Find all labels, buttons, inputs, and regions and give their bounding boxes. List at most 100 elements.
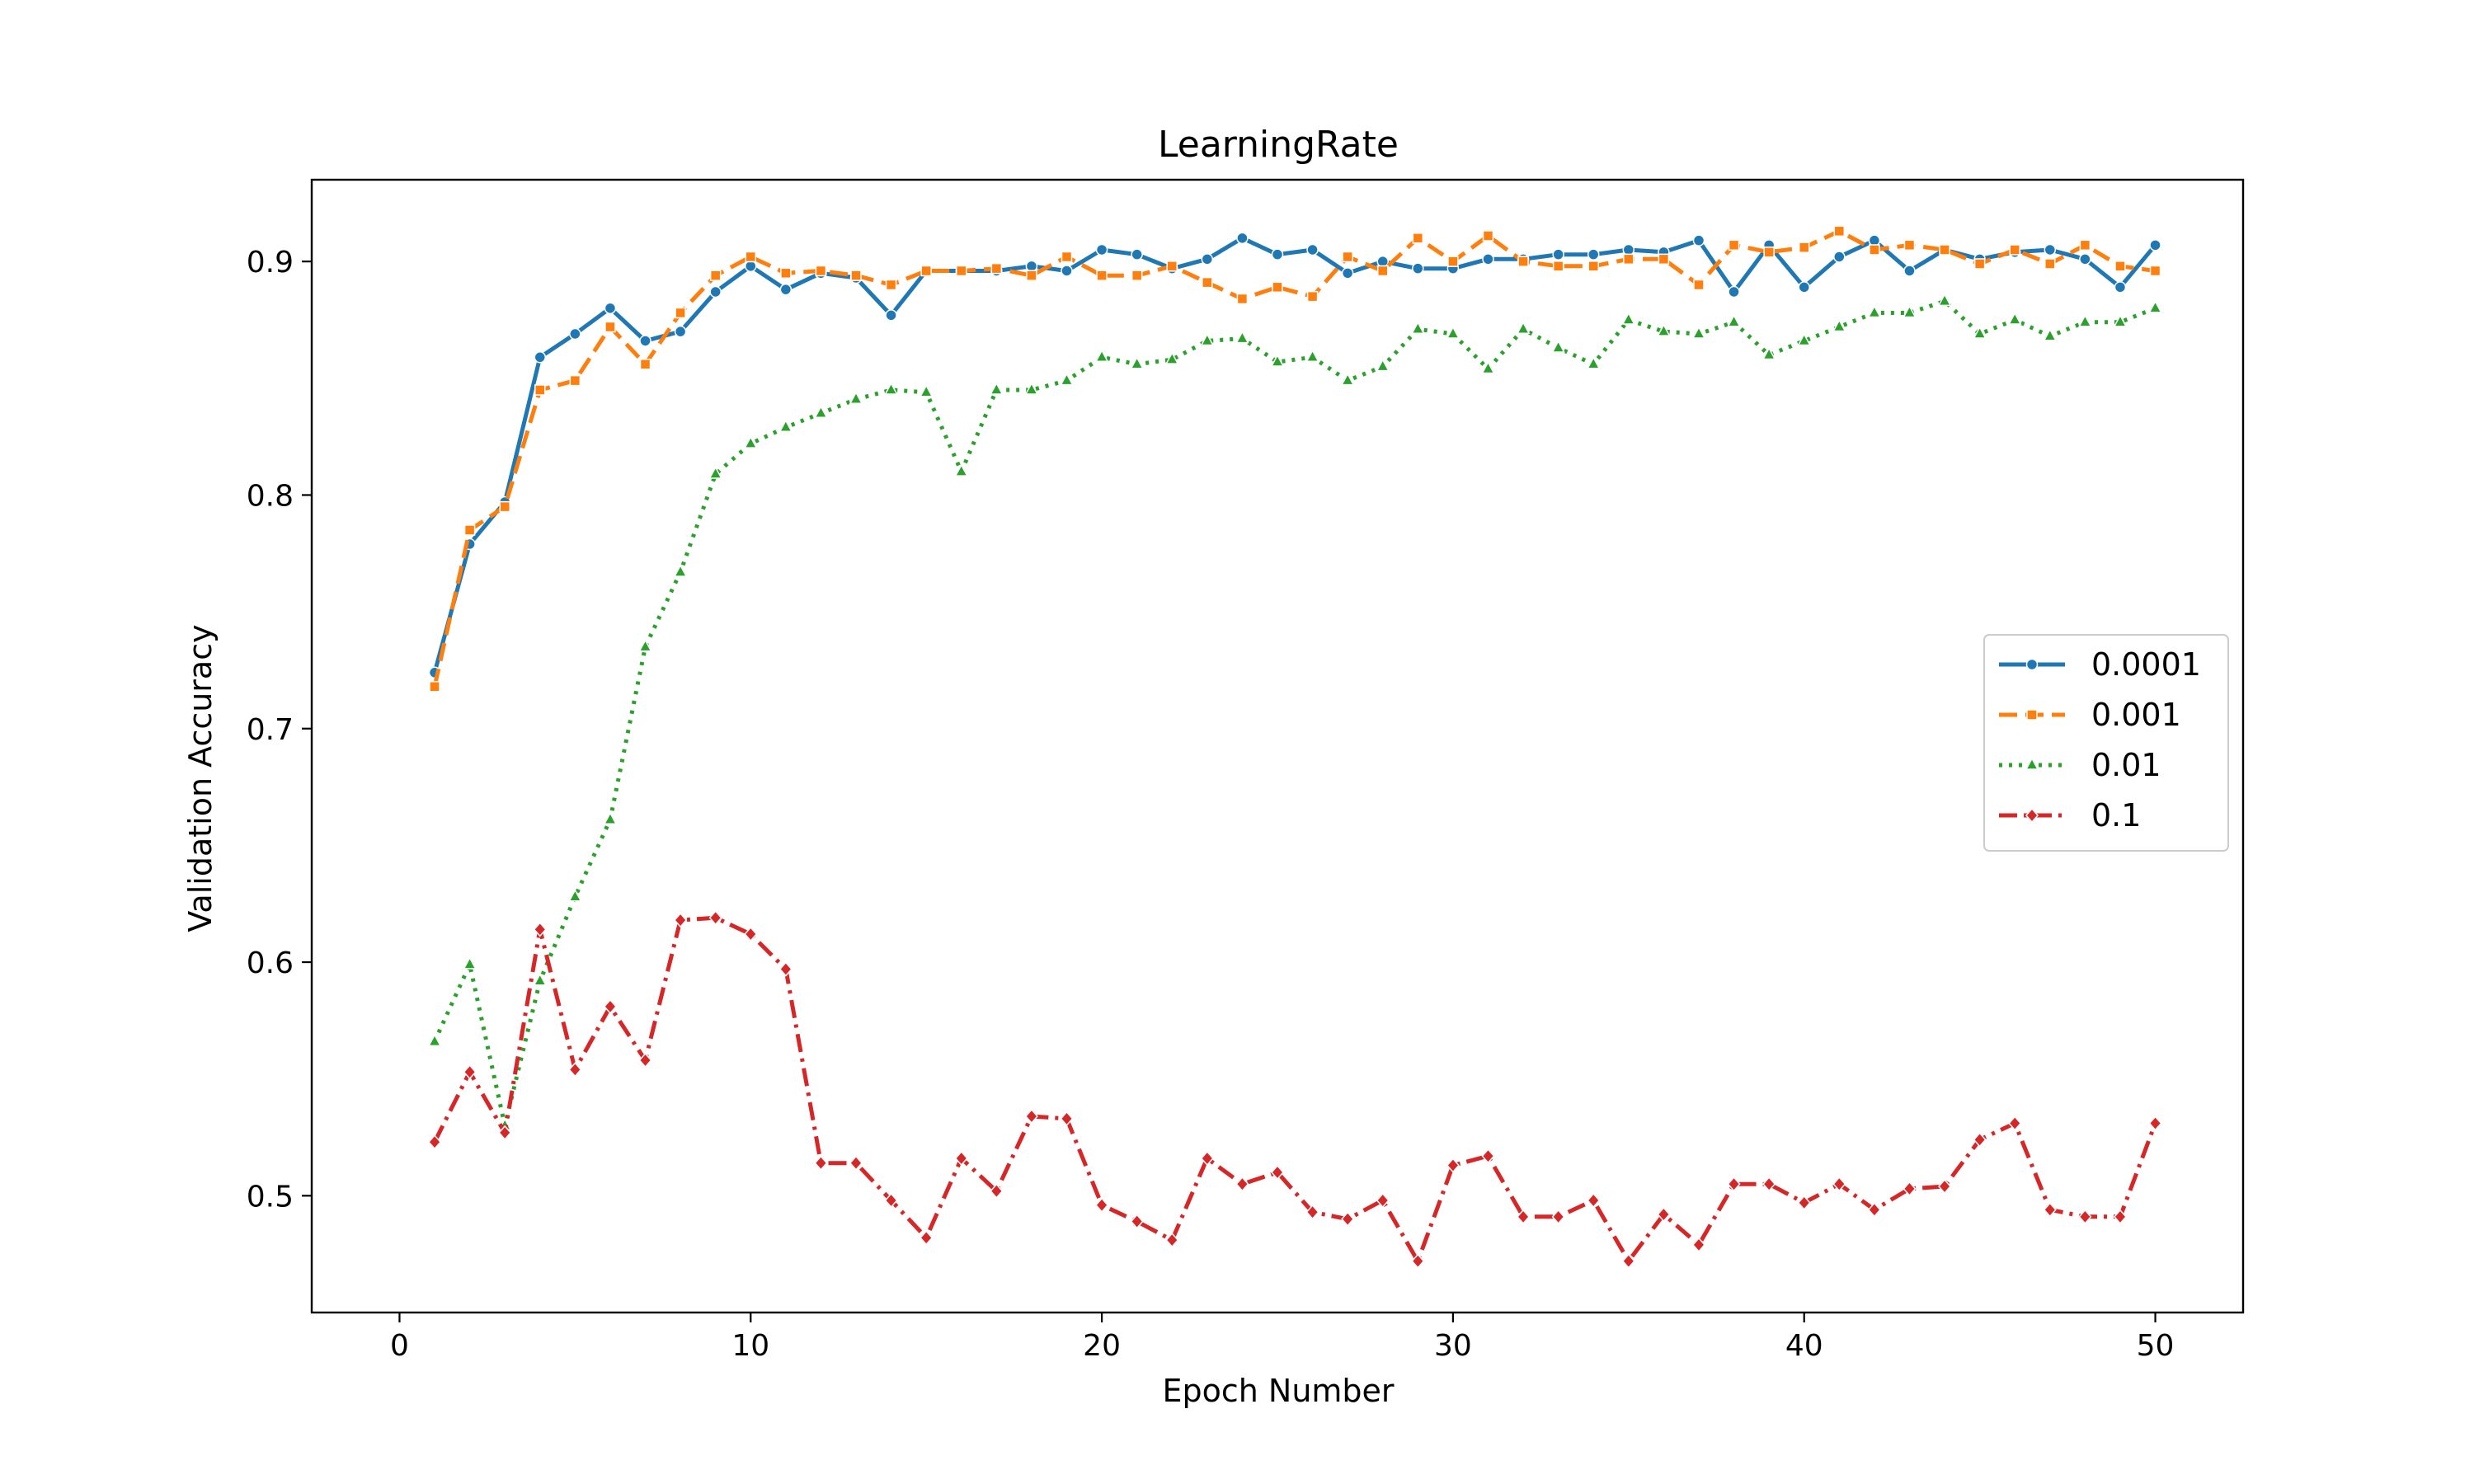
series-line-0.01 — [432, 298, 2157, 1128]
legend-entry-0.001: 0.001 — [1999, 697, 2181, 733]
legend-label-0.01: 0.01 — [2091, 747, 2161, 783]
data-point-0.001-27 — [1342, 251, 1353, 263]
data-point-0.01-8 — [673, 564, 688, 577]
legend-entry-0.01: 0.01 — [1999, 747, 2161, 783]
data-point-0.0001-14 — [885, 309, 897, 322]
data-point-0.1-49 — [2113, 1209, 2127, 1224]
data-point-0.001-10 — [745, 251, 757, 263]
data-point-0.1-14 — [884, 1192, 898, 1209]
data-point-0.01-43 — [1903, 304, 1917, 318]
x-tick-label-10: 10 — [731, 1329, 769, 1363]
data-point-0.01-45 — [1973, 326, 1987, 339]
data-point-0.0001-49 — [2114, 281, 2127, 294]
data-point-0.01-36 — [1657, 323, 1671, 336]
data-point-0.01-46 — [2007, 312, 2022, 325]
data-point-0.01-21 — [1130, 356, 1144, 369]
data-point-0.1-28 — [1376, 1192, 1390, 1209]
data-point-0.01-18 — [1024, 382, 1039, 395]
legend-entry-0.0001: 0.0001 — [1999, 646, 2201, 683]
data-point-0.1-7 — [638, 1052, 652, 1068]
data-point-0.1-46 — [2008, 1115, 2022, 1131]
data-point-0.0001-34 — [1587, 248, 1600, 261]
data-point-0.01-41 — [1832, 318, 1846, 332]
data-point-0.1-44 — [1938, 1178, 1952, 1195]
data-point-0.001-20 — [1096, 270, 1108, 281]
data-point-0.1-21 — [1130, 1214, 1144, 1229]
data-point-0.001-46 — [2009, 244, 2020, 256]
data-point-0.001-32 — [1517, 256, 1529, 267]
x-tick-label-0: 0 — [390, 1329, 409, 1363]
series-line-0.0001 — [432, 236, 2157, 674]
data-point-0.0001-4 — [534, 351, 547, 364]
data-point-0.01-34 — [1586, 356, 1601, 369]
data-point-0.0001-40 — [1798, 281, 1810, 294]
data-point-0.001-11 — [780, 267, 792, 279]
data-point-0.1-10 — [744, 926, 758, 942]
data-point-0.1-35 — [1621, 1253, 1635, 1269]
data-point-0.01-33 — [1551, 340, 1565, 353]
data-point-0.001-30 — [1447, 256, 1459, 267]
data-point-0.1-8 — [674, 912, 688, 928]
data-point-0.001-31 — [1482, 230, 1494, 242]
data-point-0.001-1 — [429, 681, 440, 693]
legend-marker-0.01 — [2025, 757, 2039, 770]
data-point-0.01-24 — [1235, 331, 1249, 344]
data-point-0.0001-21 — [1131, 248, 1143, 261]
data-point-0.1-11 — [778, 961, 793, 977]
data-point-0.001-3 — [499, 500, 510, 513]
data-point-0.001-2 — [463, 524, 476, 536]
data-point-0.0001-10 — [745, 260, 757, 273]
data-point-0.0001-6 — [604, 302, 617, 315]
data-point-0.001-45 — [1973, 258, 1986, 270]
data-point-0.1-4 — [533, 922, 547, 937]
data-point-0.001-44 — [1939, 244, 1950, 256]
data-point-0.01-32 — [1516, 321, 1531, 335]
data-point-0.0001-25 — [1271, 248, 1284, 261]
data-point-0.001-25 — [1272, 281, 1283, 294]
data-point-0.1-15 — [920, 1230, 934, 1246]
data-point-0.001-29 — [1412, 232, 1424, 244]
data-point-0.0001-23 — [1201, 253, 1214, 265]
data-point-0.001-23 — [1202, 276, 1213, 289]
data-point-0.001-48 — [2079, 239, 2091, 251]
legend-marker-0.0001 — [2025, 658, 2039, 671]
data-point-0.0001-41 — [1833, 251, 1846, 263]
data-point-0.001-41 — [1833, 225, 1846, 237]
data-point-0.0001-35 — [1622, 243, 1635, 256]
y-tick-label-0.8: 0.8 — [247, 479, 294, 513]
data-point-0.01-37 — [1691, 326, 1706, 339]
data-point-0.01-5 — [568, 889, 582, 902]
data-point-0.1-50 — [2148, 1115, 2162, 1131]
x-tick-label-40: 40 — [1785, 1329, 1823, 1363]
data-point-0.0001-9 — [709, 285, 722, 298]
plot-frame — [310, 178, 2245, 1314]
data-point-0.0001-42 — [1868, 234, 1881, 247]
y-tick-label-0.6: 0.6 — [247, 946, 294, 980]
data-point-0.001-22 — [1166, 261, 1178, 272]
x-axis-label: Epoch Number — [1162, 1373, 1394, 1409]
data-point-0.1-26 — [1305, 1205, 1319, 1220]
legend-marker-0.1 — [2025, 807, 2039, 824]
data-point-0.0001-20 — [1095, 243, 1108, 256]
data-point-0.1-39 — [1762, 1176, 1776, 1192]
data-point-0.01-25 — [1270, 354, 1285, 367]
data-point-0.01-11 — [778, 419, 793, 433]
data-point-0.1-20 — [1095, 1197, 1109, 1213]
data-point-0.001-15 — [920, 265, 932, 277]
data-point-0.01-48 — [2078, 314, 2092, 327]
data-point-0.1-47 — [2043, 1202, 2057, 1218]
data-point-0.0001-11 — [779, 283, 793, 296]
data-point-0.01-26 — [1305, 349, 1319, 363]
legend-marker-0.001 — [2026, 709, 2038, 721]
data-point-0.1-24 — [1235, 1176, 1249, 1192]
data-point-0.1-23 — [1200, 1150, 1214, 1167]
data-point-0.0001-31 — [1482, 253, 1494, 265]
data-point-0.1-6 — [603, 998, 617, 1015]
data-point-0.1-42 — [1867, 1202, 1881, 1218]
data-point-0.0001-38 — [1728, 285, 1740, 298]
data-point-0.01-20 — [1094, 349, 1109, 363]
legend-label-0.001: 0.001 — [2091, 697, 2181, 733]
data-point-0.001-24 — [1236, 293, 1249, 305]
data-point-0.1-38 — [1727, 1176, 1741, 1192]
